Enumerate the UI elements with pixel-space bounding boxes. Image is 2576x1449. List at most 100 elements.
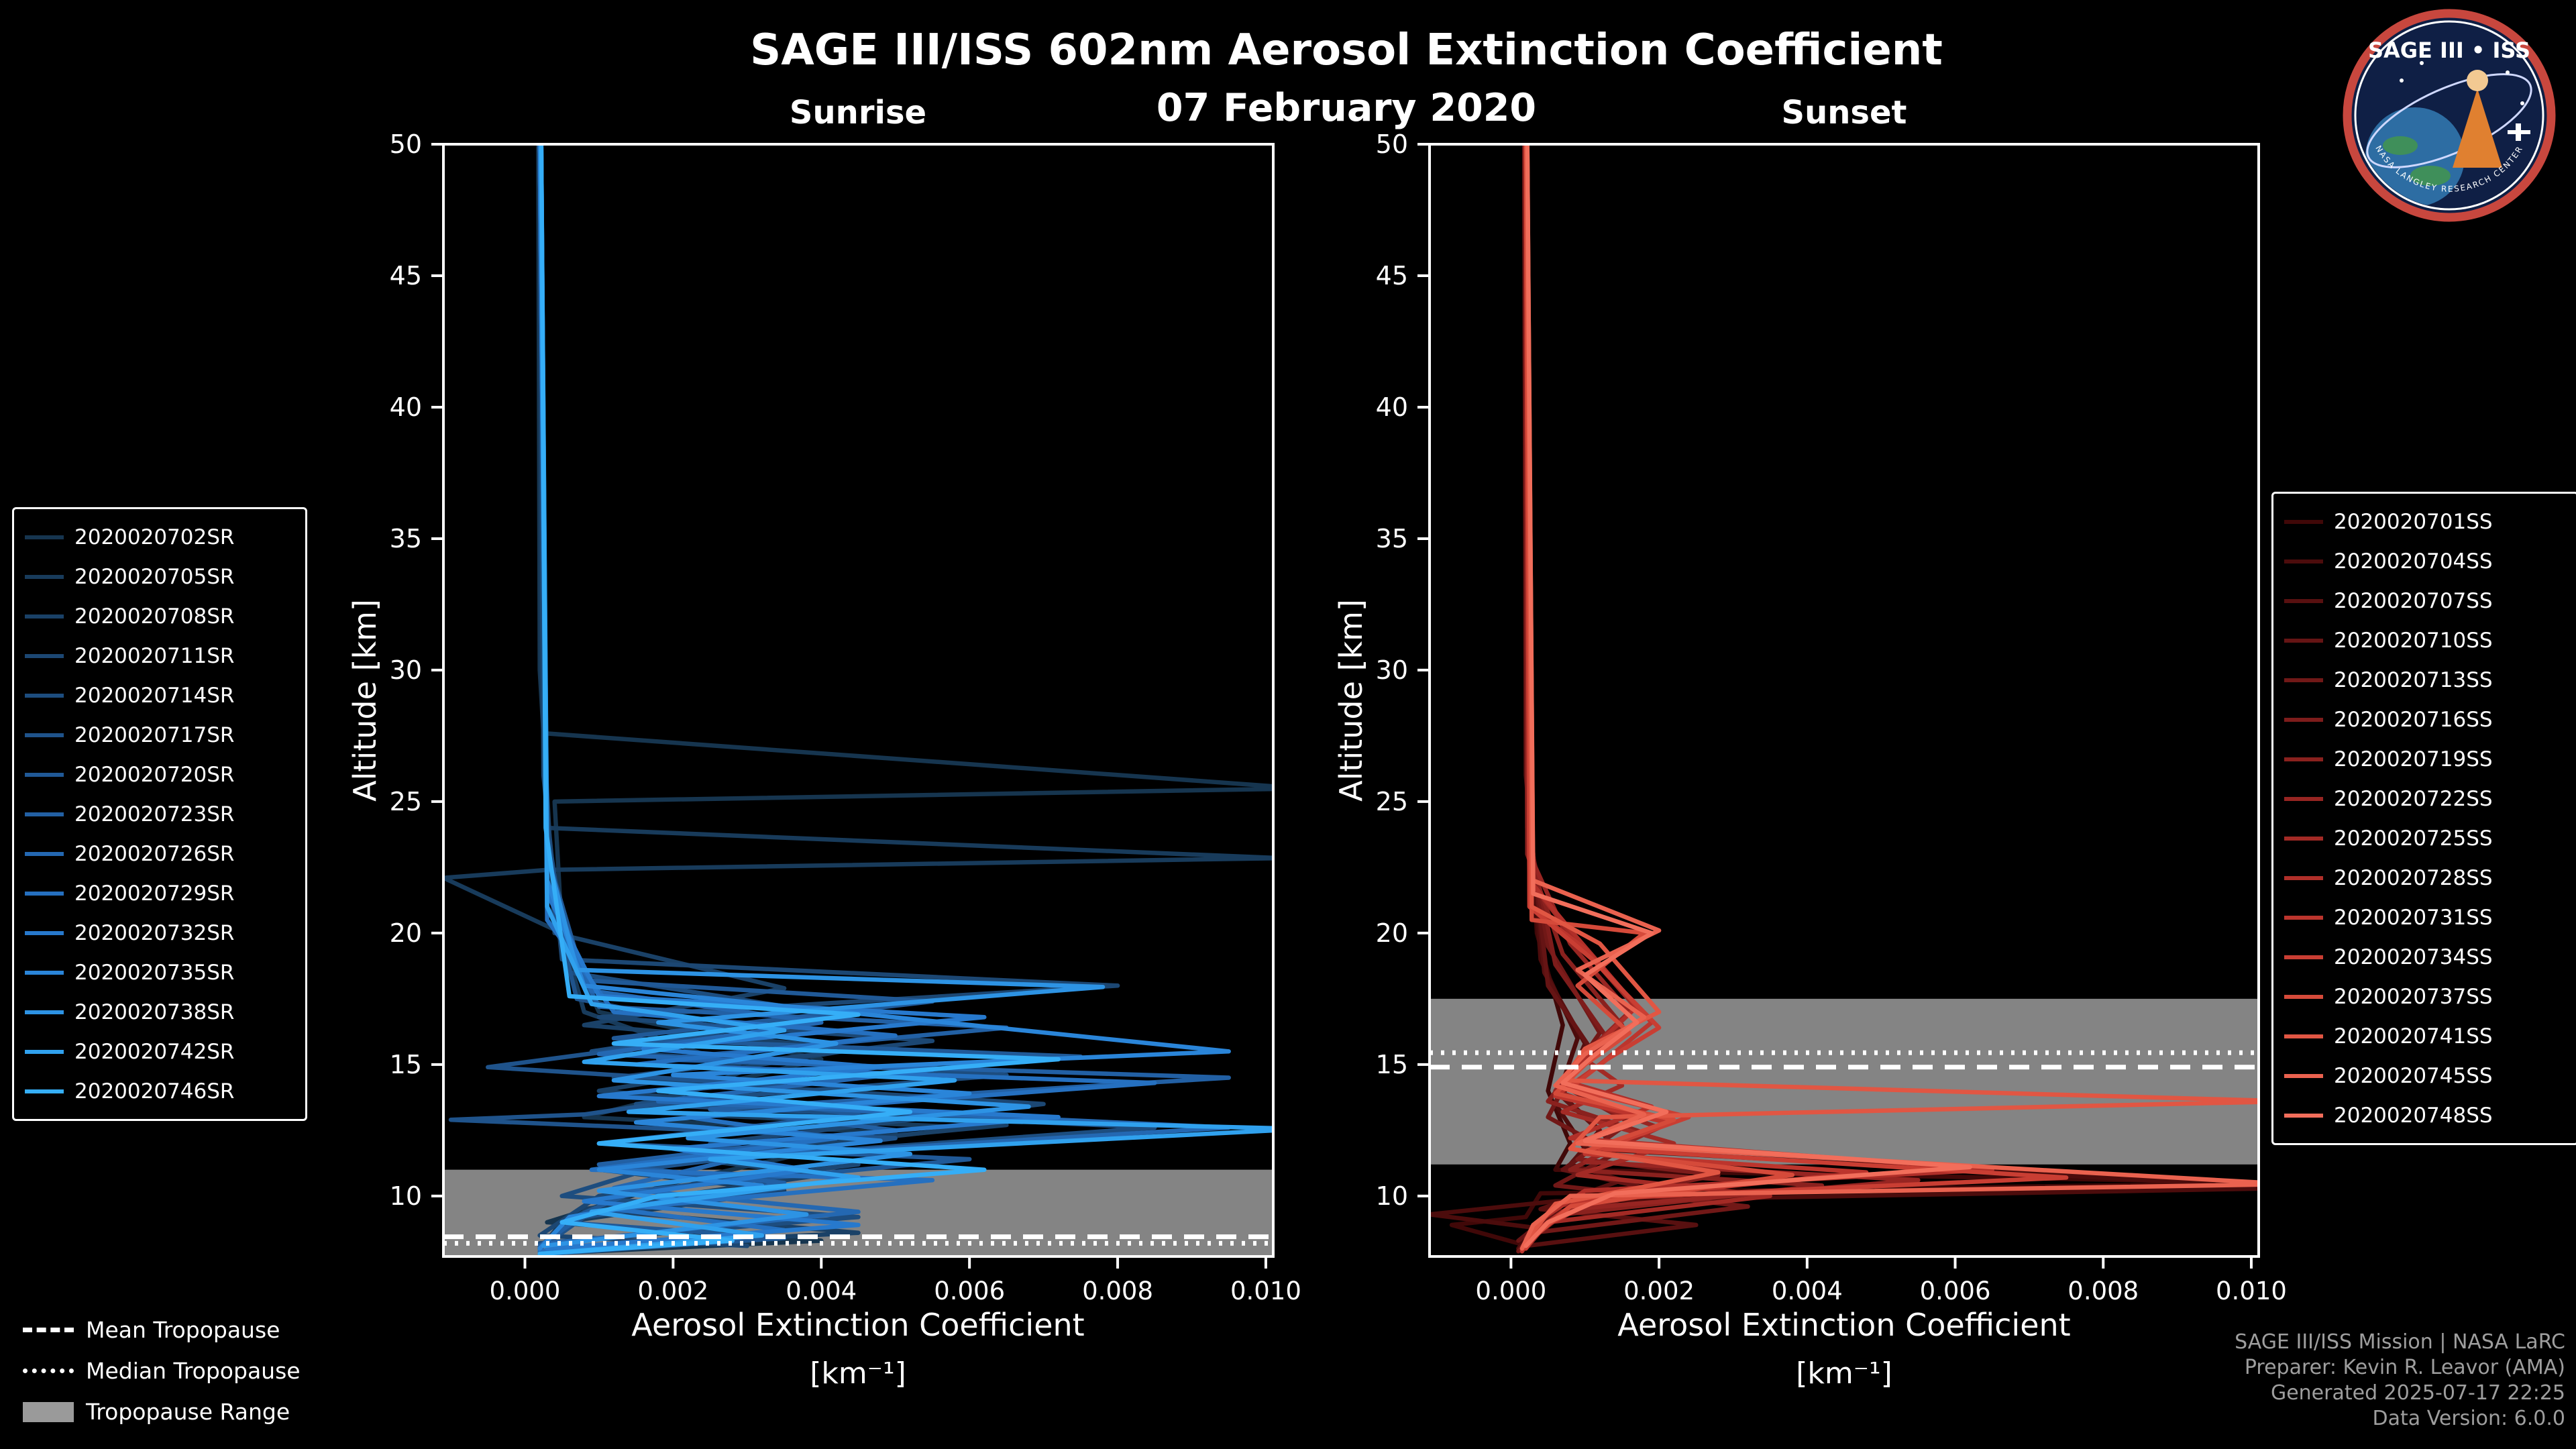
legend-item: 2020020701SS xyxy=(2284,502,2566,541)
y-tick-label: 50 xyxy=(1376,129,1408,159)
legend-label: 2020020725SS xyxy=(2334,826,2493,851)
legend-label: 2020020720SR xyxy=(74,762,235,787)
legend-item: 2020020719SS xyxy=(2284,739,2566,779)
y-tick-label: 50 xyxy=(390,129,422,159)
x-tick-label: 0.010 xyxy=(2216,1277,2287,1305)
sunrise-x-axis-units: [km⁻¹] xyxy=(810,1356,906,1391)
legend-item: 2020020732SR xyxy=(25,913,294,953)
legend-line-swatch xyxy=(25,1049,64,1054)
legend-item: 2020020705SR xyxy=(25,557,294,596)
legend-line-swatch xyxy=(2284,875,2323,880)
legend-label: 2020020741SS xyxy=(2334,1024,2493,1049)
y-tick-label: 30 xyxy=(1376,655,1408,685)
legend-item: 2020020746SR xyxy=(25,1071,294,1111)
legend-label: 2020020710SS xyxy=(2334,628,2493,653)
x-tick-label: 0.000 xyxy=(1475,1277,1546,1305)
legend-label: 2020020742SR xyxy=(74,1039,235,1064)
legend-line-swatch xyxy=(2284,915,2323,920)
y-tick-label: 25 xyxy=(1376,787,1408,816)
legend-item: 2020020711SR xyxy=(25,636,294,676)
legend-item: 2020020729SR xyxy=(25,873,294,913)
sunrise-panel-title: Sunrise xyxy=(789,94,927,131)
legend-label: 2020020726SR xyxy=(74,841,235,866)
sunrise-plot-area xyxy=(443,144,1273,1256)
legend-line-swatch xyxy=(2284,796,2323,801)
legend-label: 2020020714SR xyxy=(74,683,235,708)
legend-line-swatch xyxy=(25,614,64,619)
legend-line-swatch xyxy=(25,891,64,896)
legend-label: 2020020704SS xyxy=(2334,549,2493,574)
legend-label: 2020020735SR xyxy=(74,960,235,985)
legend-item: 2020020713SS xyxy=(2284,660,2566,700)
legend-line-swatch xyxy=(25,535,64,539)
legend-item: 2020020734SS xyxy=(2284,937,2566,977)
y-tick-label: 15 xyxy=(390,1050,422,1079)
legend-line-swatch xyxy=(2284,598,2323,603)
y-tick-label: 40 xyxy=(1376,392,1408,422)
legend-item: 2020020714SR xyxy=(25,676,294,715)
legend-line-swatch xyxy=(2284,757,2323,761)
legend-item: 2020020726SR xyxy=(25,834,294,873)
profile-line xyxy=(1523,144,2259,1243)
y-tick-label: 40 xyxy=(390,392,422,422)
tropopause-range-band xyxy=(1430,998,2259,1165)
logo-inner-ring xyxy=(2354,20,2544,211)
legend-line-swatch xyxy=(2284,559,2323,564)
legend-line-swatch xyxy=(25,970,64,975)
page-title: SAGE III/ISS 602nm Aerosol Extinction Co… xyxy=(750,25,1943,75)
sage-figure-icon xyxy=(2453,89,2502,168)
legend-label: 2020020719SS xyxy=(2334,747,2493,771)
y-tick-label: 10 xyxy=(390,1181,422,1211)
legend-line-swatch xyxy=(25,812,64,816)
legend-label: 2020020705SR xyxy=(74,564,235,589)
sunset-panel-title: Sunset xyxy=(1781,94,1907,131)
credit-data-version: Data Version: 6.0.0 xyxy=(2372,1407,2565,1430)
x-tick-label: 0.006 xyxy=(934,1277,1005,1305)
legend-label: 2020020732SR xyxy=(74,920,235,945)
tropopause-legend: Mean Tropopause Median Tropopause Tropop… xyxy=(23,1309,301,1432)
profile-line xyxy=(536,144,1273,1256)
x-tick-label: 0.010 xyxy=(1230,1277,1301,1305)
legend-label: 2020020723SR xyxy=(74,802,235,826)
legend-item: 2020020722SS xyxy=(2284,779,2566,818)
legend-line-swatch xyxy=(25,930,64,935)
legend-line-swatch xyxy=(25,1089,64,1093)
x-tick-label: 0.008 xyxy=(1082,1277,1153,1305)
logo-artwork xyxy=(2365,61,2532,207)
y-tick-label: 35 xyxy=(390,524,422,553)
credit-generated: Generated 2025-07-17 22:25 xyxy=(2270,1381,2565,1405)
y-tick-label: 45 xyxy=(1376,261,1408,290)
median-tropopause-label: Median Tropopause xyxy=(86,1358,301,1384)
legend-line-swatch xyxy=(2284,717,2323,722)
tropopause-range-label: Tropopause Range xyxy=(86,1399,290,1425)
legend-line-swatch xyxy=(25,733,64,737)
sunset-x-axis-units: [km⁻¹] xyxy=(1796,1356,1892,1391)
x-tick-label: 0.002 xyxy=(637,1277,708,1305)
profile-line xyxy=(1519,144,2259,1251)
legend-line-swatch xyxy=(25,851,64,856)
legend-label: 2020020748SS xyxy=(2334,1103,2493,1128)
legend-label: 2020020701SS xyxy=(2334,509,2493,534)
legend-line-swatch xyxy=(25,1010,64,1014)
legend-label: 2020020717SR xyxy=(74,722,235,747)
x-tick-label: 0.006 xyxy=(1920,1277,1991,1305)
legend-item: 2020020702SR xyxy=(25,517,294,557)
x-tick-label: 0.002 xyxy=(1623,1277,1695,1305)
sage-iii-iss-logo: SAGE III • ISS NASA LANGLEY RESEARCH CEN… xyxy=(2343,9,2556,222)
x-tick-label: 0.000 xyxy=(490,1277,561,1305)
legend-line-swatch xyxy=(25,574,64,579)
median-tropopause-legend-item: Median Tropopause xyxy=(23,1350,301,1391)
legend-item: 2020020735SR xyxy=(25,953,294,992)
y-tick-label: 10 xyxy=(1376,1181,1408,1211)
legend-item: 2020020745SS xyxy=(2284,1056,2566,1095)
legend-item: 2020020723SR xyxy=(25,794,294,834)
stars xyxy=(2400,61,2530,141)
y-tick-label: 45 xyxy=(390,261,422,290)
legend-line-swatch xyxy=(2284,836,2323,841)
legend-label: 2020020731SS xyxy=(2334,905,2493,930)
y-tick-label: 30 xyxy=(390,655,422,685)
gray-band-swatch xyxy=(23,1401,74,1422)
legend-line-swatch xyxy=(2284,955,2323,959)
